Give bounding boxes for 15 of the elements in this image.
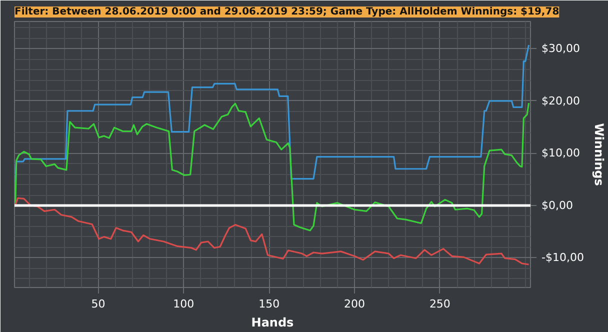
line-series <box>14 102 530 232</box>
x-tick-label: 200 <box>344 298 366 310</box>
chart-title: Filter: Between 28.06.2019 0:00 and 29.06.2019 23:59; Game Type: AllHoldem Winnings: $19,78 <box>14 6 560 18</box>
x-tick-label: 250 <box>429 298 450 310</box>
line-series <box>14 197 530 266</box>
y-tick-label: $30,00 <box>542 42 580 56</box>
y-tick-label: $0,00 <box>542 198 573 212</box>
y-axis-title: Winnings <box>592 123 606 186</box>
x-tick-label: 50 <box>91 298 106 310</box>
x-tick-label: 150 <box>258 298 280 310</box>
y-tick-label: $20,00 <box>542 94 580 108</box>
x-axis-title: Hands <box>251 316 294 330</box>
y-tick-label: -$10,00 <box>542 251 584 264</box>
x-tick-label: 100 <box>173 298 194 310</box>
y-tick-label: $10,00 <box>542 146 580 160</box>
